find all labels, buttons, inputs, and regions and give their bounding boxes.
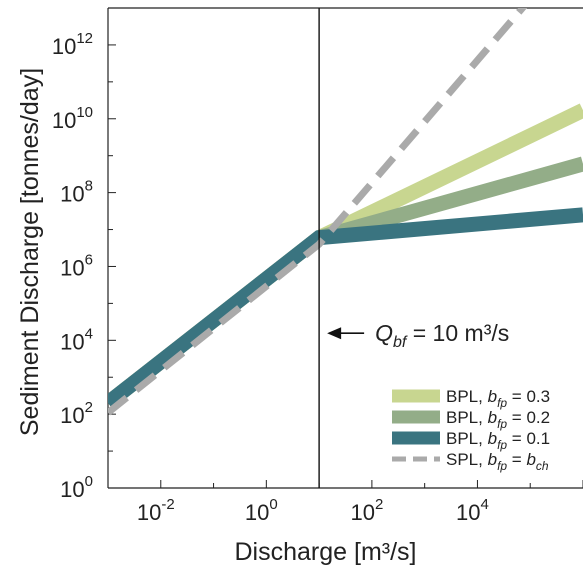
annotation-arrowhead xyxy=(327,327,342,340)
x-tick-label: 10-2 xyxy=(137,496,175,525)
y-tick-label: 100 xyxy=(60,473,93,502)
x-tick-label: 100 xyxy=(245,496,278,525)
y-tick-label: 1012 xyxy=(52,30,93,59)
series-line-2 xyxy=(108,207,583,409)
legend-label-1: BPL, bfp = 0.2 xyxy=(446,408,550,431)
legend-label-0: BPL, bfp = 0.3 xyxy=(446,387,550,410)
y-tick-label: 106 xyxy=(60,251,93,280)
x-tick-label: 104 xyxy=(456,496,489,525)
y-tick-label: 102 xyxy=(60,399,93,428)
legend-label-2: BPL, bfp = 0.1 xyxy=(446,429,550,452)
y-tick-label: 108 xyxy=(60,178,93,207)
series-group xyxy=(108,8,583,416)
y-tick-label: 104 xyxy=(60,325,93,354)
x-axis-title: Discharge [m³/s] xyxy=(235,538,417,566)
y-axis-title: Sediment Discharge [tonnes/day] xyxy=(16,68,44,436)
legend-label-3: SPL, bfp = bch xyxy=(446,450,549,473)
bankfull-annotation: Qbf = 10 m³/s xyxy=(375,320,509,351)
y-tick-label: 1010 xyxy=(52,104,93,133)
series-line-1 xyxy=(108,156,583,409)
x-tick-label: 102 xyxy=(350,496,383,525)
